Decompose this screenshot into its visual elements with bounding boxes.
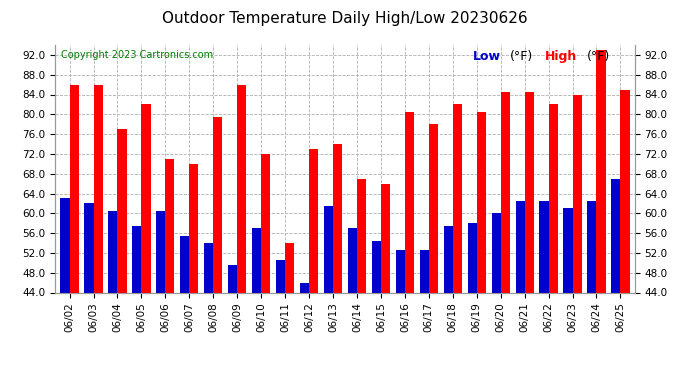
Text: Low: Low (473, 50, 500, 63)
Bar (276, 260, 285, 292)
Text: (°F): (°F) (510, 50, 533, 63)
Bar (213, 117, 222, 292)
Bar (309, 149, 318, 292)
Bar (396, 251, 405, 292)
Bar (620, 90, 629, 292)
Bar (141, 104, 150, 292)
Bar (501, 92, 510, 292)
Bar (132, 226, 141, 292)
Bar (491, 213, 501, 292)
Bar (237, 85, 246, 292)
Bar (477, 112, 486, 292)
Bar (515, 201, 524, 292)
Bar (300, 283, 309, 292)
Text: Outdoor Temperature Daily High/Low 20230626: Outdoor Temperature Daily High/Low 20230… (162, 11, 528, 26)
Bar (524, 92, 534, 292)
Bar (108, 211, 117, 292)
Bar (405, 112, 414, 292)
Bar (549, 104, 558, 292)
Bar (573, 94, 582, 292)
Bar (357, 178, 366, 292)
Bar (94, 85, 103, 292)
Bar (61, 198, 70, 292)
Bar (564, 209, 573, 292)
Bar (285, 243, 294, 292)
Text: High: High (545, 50, 578, 63)
Bar (84, 203, 94, 292)
Bar (420, 251, 428, 292)
Bar (189, 164, 199, 292)
Bar (348, 228, 357, 292)
Bar (468, 223, 477, 292)
Bar (180, 236, 189, 292)
Bar (70, 85, 79, 292)
Bar (372, 240, 381, 292)
Bar (428, 124, 438, 292)
Text: (°F): (°F) (587, 50, 611, 63)
Bar (453, 104, 462, 292)
Bar (228, 265, 237, 292)
Bar (166, 159, 175, 292)
Bar (324, 206, 333, 292)
Bar (540, 201, 549, 292)
Bar (333, 144, 342, 292)
Bar (587, 201, 596, 292)
Bar (596, 50, 606, 292)
Bar (381, 184, 390, 292)
Bar (156, 211, 166, 292)
Bar (262, 154, 270, 292)
Bar (117, 129, 126, 292)
Text: Copyright 2023 Cartronics.com: Copyright 2023 Cartronics.com (61, 50, 213, 60)
Bar (444, 226, 453, 292)
Bar (611, 178, 620, 292)
Bar (204, 243, 213, 292)
Bar (252, 228, 262, 292)
